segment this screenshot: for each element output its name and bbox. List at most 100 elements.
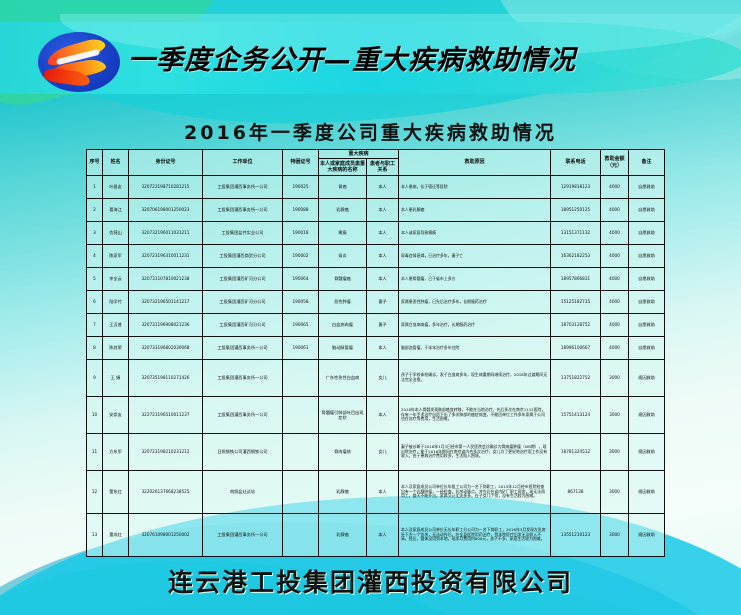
cell-note: 自愿救助 <box>628 244 666 268</box>
cell-unit: 工投集团灌西事务所一公司 <box>202 198 283 222</box>
cell-tel: 18703128752 <box>550 313 602 337</box>
cell-disease: 乳腺癌 <box>318 513 367 557</box>
cell-id: 320731196908021236 <box>128 313 203 337</box>
cell-amount: 4000 <box>600 244 630 268</box>
cell-relation: 本人 <box>365 267 400 291</box>
cell-amount: 4000 <box>600 175 630 199</box>
cell-amount: 3000 <box>600 359 630 397</box>
cell-unit: 工投集团灌西事务所一公司 <box>202 396 283 434</box>
cell-reason: 妻子被诊断于2016年1月3日经市第一人民医院会诊确诊为骨肉瘤肿瘤（IIIB期）… <box>398 433 552 471</box>
table-row: 11 方东军 320723198210231212 日照钢铁公司灌西钢铁公司 骨肉瘤病女… <box>86 433 666 471</box>
cell-reason: 2018年本人骨髓发现肺部癌变转移，不能在当地治疗，先后多次在南京1112医院，… <box>398 396 552 434</box>
aid-table: 序号 姓名 身份证号 工作单位 特困证号 重大疾病 救助原因 联系电话 救助金额… <box>86 149 666 557</box>
table-subheader-row: 本人或家庭成员患重大疾病的名称 患者与职工关系 <box>87 158 665 176</box>
cell-no: 10 <box>86 396 103 434</box>
cell-reason: 本人或家庭导致瘫痪 <box>398 221 552 245</box>
table-row: 1 叶昌友 320723198710281215 工投集团灌西事务所一公司 190025… <box>86 175 666 199</box>
header-no: 序号 <box>86 149 103 176</box>
cell-spec: 190061 <box>282 336 319 360</box>
header-spec: 特困证号 <box>282 149 319 176</box>
cell-note: 规因救助 <box>628 470 666 514</box>
cell-note: 自愿救助 <box>628 221 666 245</box>
cell-unit: 工投集团灌西商贸分公司 <box>202 244 283 268</box>
cell-no: 2 <box>86 198 103 222</box>
table-row: 13 董成红 320761098001250002 工投集团灌西事务所一公司 乳腺癌 本人… <box>86 513 666 557</box>
cell-amount: 3000 <box>600 433 630 471</box>
table-row: 10 安崇友 322723196510011237 工投集团灌西事务所一公司 骨髓瘤引肺… <box>86 396 666 434</box>
cell-tel: 16362182253 <box>550 244 602 268</box>
cell-amount: 4000 <box>600 198 630 222</box>
cell-unit: 南照盐灶试站 <box>202 470 283 514</box>
cell-disease: 乳腺癌 <box>318 198 367 222</box>
cell-disease: 乳腺癌 <box>318 470 367 514</box>
cell-spec: 190002 <box>282 244 319 268</box>
cell-reason: 本人患乳腺癌 <box>398 198 552 222</box>
cell-no: 13 <box>86 513 103 557</box>
cell-id: 320732196011031211 <box>128 221 203 245</box>
cell-note: 规因救助 <box>628 513 666 557</box>
table-row: 8 陈其荣 320733196802030068 工投集团灌西事务所一公司 190061… <box>86 336 666 360</box>
table-row: 5 李全云 320731107810021238 工投集团灌西矿河分公司 190064 骨… <box>86 267 666 291</box>
header-name: 姓名 <box>102 149 129 176</box>
cell-disease: 骨肉瘤病 <box>318 433 367 471</box>
header-note: 备注 <box>628 149 666 176</box>
cell-id: 320723198710281215 <box>128 175 203 199</box>
cell-spec <box>282 433 319 471</box>
cell-spec: 190065 <box>282 313 319 337</box>
cell-name: 李全云 <box>102 267 129 291</box>
cell-name: 王汉普 <box>102 313 129 337</box>
cell-reason: 本人及家庭成员公司单位无长年职工分公司为一名下岗职工，2018年3月发现左乳房外… <box>398 513 552 557</box>
cell-relation: 本人 <box>365 175 400 199</box>
cell-relation: 本人 <box>365 396 400 434</box>
header-amount: 救助金额（元） <box>600 149 630 176</box>
cell-disease: 胃癌 <box>318 175 367 199</box>
cell-no: 1 <box>86 175 103 199</box>
cell-spec: 190018 <box>282 221 319 245</box>
cell-name: 仇锦山 <box>102 221 129 245</box>
cell-tel: 18951250125 <box>550 198 602 222</box>
cell-tel: 18957866831 <box>550 267 602 291</box>
cell-name: 董东红 <box>102 470 129 514</box>
cell-relation: 本人 <box>365 198 400 222</box>
cell-name: 王 娟 <box>102 359 129 397</box>
cell-note: 规因救助 <box>628 396 666 434</box>
cell-note: 规因救助 <box>628 359 666 397</box>
cell-note: 自愿救助 <box>628 198 666 222</box>
cell-amount: 4000 <box>600 336 630 360</box>
banner-background <box>0 22 741 94</box>
cell-disease: 恶性肿瘤 <box>318 290 367 314</box>
cell-relation: 女儿 <box>365 433 400 471</box>
cell-no: 6 <box>86 290 103 314</box>
cell-name: 葛海江 <box>102 198 129 222</box>
cell-reason: 脑部血管瘤，于本年治疗多年住院 <box>398 336 552 360</box>
cell-amount: 4000 <box>600 313 630 337</box>
cell-disease: 瘫痪 <box>318 221 367 245</box>
header-reason: 救助原因 <box>398 149 552 176</box>
cell-tel: 13551210123 <box>550 513 602 557</box>
cell-id: 320706198001250023 <box>128 198 203 222</box>
header-tel: 联系电话 <box>550 149 602 176</box>
cell-amount: 3000 <box>600 396 630 434</box>
cell-amount: 4000 <box>600 221 630 245</box>
table-row: 3 仇锦山 320732196011031211 工投集团盐井实业公司 190018 瘫痪… <box>86 221 666 245</box>
cell-unit: 工投集团灌西事务所一公司 <box>202 359 283 397</box>
cell-tel: 13151371132 <box>550 221 602 245</box>
header-id: 身份证号 <box>128 149 203 176</box>
cell-id: 320731107810021238 <box>128 267 203 291</box>
cell-spec: 190064 <box>282 267 319 291</box>
cell-id: 320735198110271426 <box>128 359 203 397</box>
cell-note: 自愿救助 <box>628 336 666 360</box>
cell-name: 董成红 <box>102 513 129 557</box>
cell-name: 叶昌友 <box>102 175 129 199</box>
cell-note: 自愿救助 <box>628 267 666 291</box>
cell-reason: 本人及家庭成员公司单位长年租工公司为一名下岗职工，2015年12月经市医院检查出… <box>398 470 552 514</box>
table-group-header-row: 序号 姓名 身份证号 工作单位 特困证号 重大疾病 救助原因 联系电话 救助金额… <box>86 149 666 176</box>
cell-amount: 3000 <box>600 470 630 514</box>
cell-note: 规因救助 <box>628 433 666 471</box>
cell-spec: 190025 <box>282 175 319 199</box>
cell-reason: 本人患骨髓瘤，已于省市上多方 <box>398 267 552 291</box>
cell-no: 7 <box>86 313 103 337</box>
cell-note: 自愿救助 <box>628 313 666 337</box>
cell-id: 320761098001250002 <box>128 513 203 557</box>
cell-spec <box>282 359 319 397</box>
